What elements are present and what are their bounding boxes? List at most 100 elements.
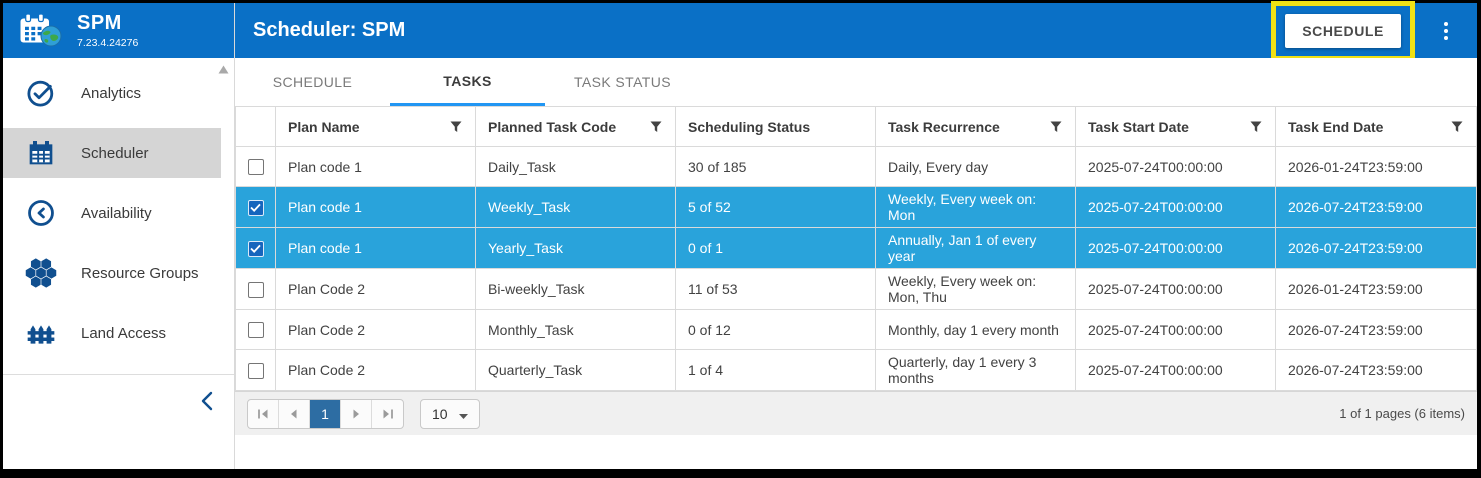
last-page-icon[interactable]: [372, 400, 403, 428]
filter-icon[interactable]: [449, 120, 463, 134]
table-row[interactable]: Plan Code 2 Monthly_Task 0 of 12 Monthly…: [235, 309, 1477, 350]
select-all-header-cell: [235, 106, 276, 147]
sidebar-item-land-access[interactable]: Land Access: [3, 308, 221, 358]
app-name: SPM: [77, 12, 122, 34]
row-checkbox[interactable]: [247, 322, 264, 339]
cell-end-date: 2026-07-24T23:59:00: [1275, 186, 1477, 228]
sidebar: SPM 7.23.4.24276 Analytics: [3, 3, 235, 469]
page-size-dropdown[interactable]: 10: [420, 398, 480, 429]
hexagon-cluster-icon: [25, 257, 57, 289]
cell-start-date: 2025-07-24T00:00:00: [1075, 268, 1276, 310]
collapse-sidebar-button[interactable]: [198, 389, 216, 418]
table-row[interactable]: Plan code 1 Yearly_Task 0 of 1 Annually,…: [235, 227, 1477, 269]
cell-recurrence: Daily, Every day: [875, 146, 1076, 187]
column-label: Plan Name: [288, 118, 360, 135]
cell-status: 30 of 185: [675, 146, 876, 187]
cell-plan-name: Plan code 1: [275, 227, 476, 269]
first-page-icon[interactable]: [248, 399, 279, 428]
sidebar-item-label: Scheduler: [81, 144, 149, 162]
tab-task-status[interactable]: TASK STATUS: [574, 74, 671, 90]
table-row[interactable]: Plan Code 2 Quarterly_Task 1 of 4 Quarte…: [235, 349, 1477, 391]
cell-end-date: 2026-07-24T23:59:00: [1275, 309, 1477, 350]
sidebar-item-scheduler[interactable]: Scheduler: [3, 128, 221, 178]
column-header-task-end-date[interactable]: Task End Date: [1275, 106, 1477, 147]
column-header-plan-name[interactable]: Plan Name: [275, 106, 476, 147]
prev-page-icon[interactable]: [279, 399, 310, 428]
cell-task-code: Monthly_Task: [475, 309, 676, 350]
cell-plan-name: Plan code 1: [275, 146, 476, 187]
row-checkbox[interactable]: [247, 199, 264, 216]
dropdown-caret-icon: [458, 406, 468, 422]
tab-schedule[interactable]: SCHEDULE: [272, 74, 353, 90]
cell-plan-name: Plan code 1: [275, 186, 476, 228]
schedule-button[interactable]: SCHEDULE: [1285, 13, 1401, 48]
filter-icon[interactable]: [649, 120, 663, 134]
page-navigation: 1: [247, 398, 404, 429]
scroll-up-arrow-icon[interactable]: [218, 61, 229, 79]
sidebar-item-analytics[interactable]: Analytics: [3, 68, 221, 118]
next-page-icon[interactable]: [341, 399, 372, 428]
cell-status: 0 of 12: [675, 309, 876, 350]
cell-start-date: 2025-07-24T00:00:00: [1075, 349, 1276, 391]
row-checkbox[interactable]: [247, 362, 264, 379]
tab-tasks[interactable]: TASKS: [390, 58, 545, 106]
sidebar-item-resource-groups[interactable]: Resource Groups: [3, 248, 221, 298]
cell-status: 1 of 4: [675, 349, 876, 391]
cell-task-code: Quarterly_Task: [475, 349, 676, 391]
filter-icon[interactable]: [1450, 120, 1464, 134]
globe-icon: [39, 24, 63, 53]
table-row[interactable]: Plan code 1 Daily_Task 30 of 185 Daily, …: [235, 146, 1477, 187]
row-checkbox-cell[interactable]: [235, 268, 276, 310]
row-checkbox-cell[interactable]: [235, 186, 276, 228]
column-label: Planned Task Code: [488, 118, 617, 135]
kebab-menu-icon[interactable]: [1427, 11, 1465, 51]
table-row[interactable]: Plan Code 2 Bi-weekly_Task 11 of 53 Week…: [235, 268, 1477, 310]
sidebar-footer: [3, 374, 234, 469]
sidebar-header: SPM 7.23.4.24276: [3, 3, 234, 58]
row-checkbox[interactable]: [247, 240, 264, 257]
cell-recurrence: Quarterly, day 1 every 3 months: [875, 349, 1076, 391]
cell-status: 0 of 1: [675, 227, 876, 269]
sidebar-item-label: Analytics: [81, 84, 142, 102]
column-header-task-start-date[interactable]: Task Start Date: [1075, 106, 1276, 147]
page-button-current[interactable]: 1: [310, 399, 341, 428]
cell-recurrence: Weekly, Every week on: Mon, Thu: [875, 268, 1076, 310]
sidebar-item-label: Land Access: [81, 324, 167, 342]
check-circle-icon: [25, 77, 57, 109]
row-checkbox-cell[interactable]: [235, 309, 276, 350]
column-header-scheduling-status[interactable]: Scheduling Status: [675, 106, 876, 147]
cell-start-date: 2025-07-24T00:00:00: [1075, 309, 1276, 350]
app-window: SPM 7.23.4.24276 Analytics: [3, 0, 1477, 469]
highlight-annotation: SCHEDULE: [1271, 0, 1415, 61]
page-title: Scheduler: SPM: [253, 19, 406, 41]
cell-task-code: Bi-weekly_Task: [475, 268, 676, 310]
sidebar-item-availability[interactable]: Availability: [3, 188, 221, 238]
sidebar-item-label: Resource Groups: [81, 264, 199, 282]
table-row[interactable]: Plan code 1 Weekly_Task 5 of 52 Weekly, …: [235, 186, 1477, 228]
row-checkbox-cell[interactable]: [235, 349, 276, 391]
cell-start-date: 2025-07-24T00:00:00: [1075, 146, 1276, 187]
cell-plan-name: Plan Code 2: [275, 309, 476, 350]
main-content: Scheduler: SPM SCHEDULE SCHEDULE TASKS T…: [235, 0, 1477, 469]
row-checkbox-cell[interactable]: [235, 227, 276, 269]
cell-plan-name: Plan Code 2: [275, 268, 476, 310]
filter-icon[interactable]: [1249, 120, 1263, 134]
row-checkbox[interactable]: [247, 159, 264, 176]
cell-plan-name: Plan Code 2: [275, 349, 476, 391]
column-label: Task End Date: [1288, 118, 1384, 135]
row-checkbox-cell[interactable]: [235, 146, 276, 187]
calendar-icon: [25, 137, 57, 169]
filter-icon[interactable]: [1049, 120, 1063, 134]
cell-status: 5 of 52: [675, 186, 876, 228]
page-size-value: 10: [432, 405, 448, 422]
cell-task-code: Weekly_Task: [475, 186, 676, 228]
column-header-planned-task-code[interactable]: Planned Task Code: [475, 106, 676, 147]
column-header-task-recurrence[interactable]: Task Recurrence: [875, 106, 1076, 147]
cell-end-date: 2026-07-24T23:59:00: [1275, 349, 1477, 391]
cell-recurrence: Weekly, Every week on: Mon: [875, 186, 1076, 228]
cell-task-code: Yearly_Task: [475, 227, 676, 269]
sidebar-nav: Analytics: [3, 58, 234, 374]
tasks-grid: Plan Name Planned Task Code Scheduling S…: [235, 106, 1477, 391]
row-checkbox[interactable]: [247, 281, 264, 298]
cell-end-date: 2026-01-24T23:59:00: [1275, 146, 1477, 187]
